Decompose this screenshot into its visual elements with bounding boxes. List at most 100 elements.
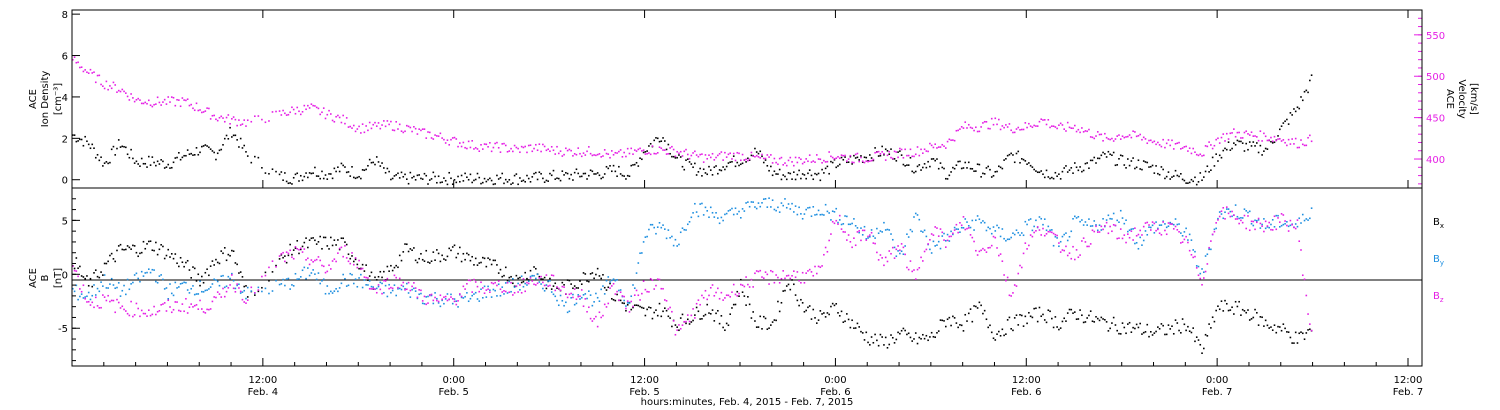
data-point [317,107,320,110]
data-point [623,299,625,302]
data-point [178,265,180,268]
data-point [307,257,309,260]
data-point [681,165,684,168]
data-point [1164,333,1166,336]
left-tick-label: 0 [62,270,68,281]
data-point [536,149,539,152]
data-point [575,302,578,305]
data-point [798,206,800,209]
data-point [312,237,314,239]
data-point [538,171,541,174]
data-point [1204,145,1207,147]
data-point [402,285,405,288]
data-point [1164,146,1166,149]
data-point [681,324,684,326]
data-point [517,183,519,186]
data-point [609,156,611,159]
data-point [568,293,571,296]
data-point [911,170,914,173]
data-point [936,332,938,334]
data-point [107,294,109,297]
data-point [628,152,631,155]
data-point [1309,328,1311,331]
data-point [1086,224,1088,226]
data-point [492,282,495,285]
data-point [478,262,481,264]
data-point [238,287,240,289]
data-point [641,292,643,295]
data-point [904,329,906,332]
data-point [337,290,339,293]
data-point [450,293,452,296]
data-point [1019,313,1021,316]
data-point [738,152,740,155]
data-point [1102,151,1104,154]
data-point [423,172,426,175]
data-point [863,225,866,228]
data-point [1176,174,1179,177]
data-point [79,288,81,290]
data-point [225,285,228,288]
data-point [715,165,717,167]
data-point [86,71,88,74]
data-point [365,276,367,279]
data-point [632,164,634,166]
data-point [777,300,779,303]
data-point [425,137,428,139]
data-point [883,264,885,267]
data-point [1301,99,1304,102]
data-point [345,117,348,119]
data-point [960,126,963,128]
data-point [847,318,850,321]
data-point [697,155,700,158]
data-point [720,151,723,153]
data-point [987,127,990,130]
data-point [331,119,334,122]
data-point [934,159,936,162]
data-point [669,236,671,239]
data-point [133,245,136,247]
data-point [662,224,664,226]
data-point [153,269,155,271]
data-point [840,310,843,313]
data-point [1194,250,1196,253]
data-point [409,126,412,129]
data-point [358,125,360,128]
data-point [328,248,330,250]
data-point [208,107,210,110]
data-point [1280,329,1283,332]
data-point [87,72,90,74]
data-point [324,292,327,295]
x-tick-time: 12:00 [630,375,659,386]
data-point [1291,223,1293,226]
data-point [349,257,352,260]
data-point [317,175,320,177]
data-point [1241,142,1244,144]
data-point [964,161,967,164]
data-point [89,304,92,306]
data-point [755,326,758,328]
data-point [326,270,329,273]
data-point [867,235,869,238]
data-point [356,266,359,269]
data-point [1192,327,1195,329]
data-point [526,151,528,154]
data-point [1020,128,1023,131]
data-point [126,245,129,247]
x-tick-time: 0:00 [824,375,846,386]
data-point [271,111,274,113]
data-point [771,174,774,177]
data-point [1259,144,1262,147]
data-point [1233,142,1235,144]
data-point [1075,166,1078,169]
data-point [1066,121,1069,124]
data-point [459,246,461,249]
data-point [1086,162,1088,164]
data-point [1031,229,1034,232]
data-point [764,317,767,320]
data-point [340,237,343,240]
data-point [1086,245,1088,248]
data-point [732,213,735,216]
data-point [84,69,86,71]
data-point [1243,208,1246,210]
